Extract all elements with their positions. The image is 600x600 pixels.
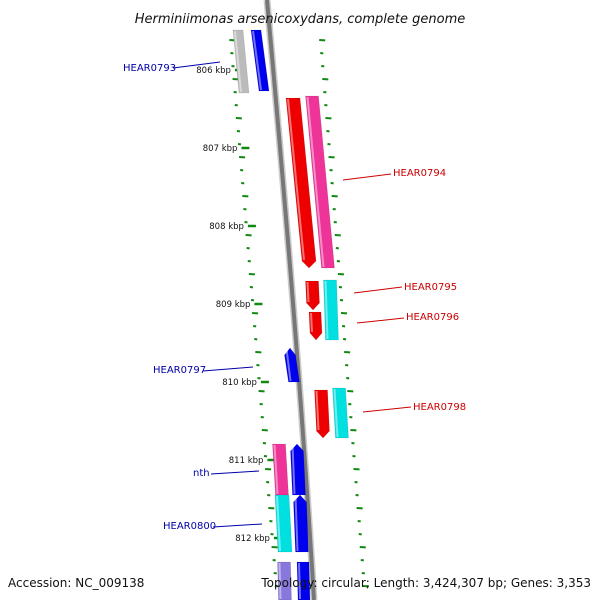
gene-cyan-feature	[274, 494, 293, 553]
gene-red-feature	[314, 389, 330, 439]
gene-blue-feature-highlight	[298, 562, 301, 600]
gene-cyan-feature	[332, 387, 349, 439]
gene-red-feature-highlight	[315, 390, 320, 431]
topology-text: Topology: circular; Length: 3,424,307 bp…	[260, 576, 591, 590]
gene-magenta-feature	[305, 95, 335, 269]
kbp-label: 812 kbp	[235, 534, 270, 544]
gene-magenta-feature-highlight	[306, 96, 325, 268]
gene-label-nth[interactable]: nth	[193, 468, 210, 479]
leader-line	[356, 317, 405, 324]
gene-red-feature-highlight	[287, 98, 305, 261]
gene-cyan-feature-highlight	[333, 388, 339, 438]
kbp-label: 808 kbp	[209, 222, 244, 232]
tick-marks	[229, 39, 369, 588]
gene-label-hear0795[interactable]: HEAR0795	[404, 282, 457, 293]
kbp-label: 807 kbp	[203, 144, 238, 154]
gene-magenta-feature-highlight	[273, 444, 279, 495]
genome-backbone	[263, 0, 318, 600]
gene-red-feature-highlight	[310, 312, 313, 333]
leader-line	[362, 406, 412, 413]
gene-blue-feature	[296, 561, 311, 600]
label-leader-lines	[172, 61, 412, 528]
gene-purple-feature	[277, 561, 292, 600]
gene-label-hear0793[interactable]: HEAR0793	[123, 63, 176, 74]
gene-red-feature-highlight	[306, 281, 310, 303]
labels: 806 kbp 807 kbp 808 kbp 809 kbp 810 kbp 811 k…	[123, 63, 466, 544]
kbp-label: 811 kbp	[229, 456, 264, 466]
gene-purple-feature-highlight	[278, 562, 282, 600]
gene-gray-feature-highlight	[234, 30, 242, 93]
gene-cyan-feature-highlight	[276, 495, 281, 552]
accession-text: Accession: NC_009138	[8, 576, 144, 590]
leader-line	[202, 366, 254, 372]
map-title: Herminiimonas arsenicoxydans, complete g…	[135, 12, 465, 27]
kbp-label: 809 kbp	[216, 300, 251, 310]
gene-blue-feature	[250, 29, 270, 92]
leader-line	[342, 173, 392, 181]
gene-red-feature	[285, 97, 317, 269]
kbp-label: 806 kbp	[196, 66, 231, 76]
kbp-label: 810 kbp	[222, 378, 257, 388]
gene-label-hear0798[interactable]: HEAR0798	[413, 402, 466, 413]
gene-label-hear0797[interactable]: HEAR0797	[153, 365, 206, 376]
gene-label-hear0794[interactable]: HEAR0794	[393, 168, 446, 179]
gene-label-hear0796[interactable]: HEAR0796	[406, 312, 459, 323]
gene-blue-feature-highlight	[285, 348, 292, 382]
backbone-line	[265, 0, 316, 600]
leader-line	[353, 286, 403, 294]
gene-blue-feature-highlight	[252, 30, 262, 91]
gene-blue-feature-highlight	[291, 444, 296, 495]
gene-blue-feature	[284, 347, 300, 383]
gene-blue-feature	[293, 494, 309, 553]
gene-red-feature	[308, 311, 323, 341]
gene-red-feature	[305, 280, 320, 311]
gene-label-hear0800[interactable]: HEAR0800	[163, 521, 216, 532]
gene-features	[232, 29, 349, 600]
gene-gray-feature	[232, 29, 250, 94]
leader-line	[172, 61, 221, 69]
gene-cyan-feature	[323, 279, 339, 341]
leader-line	[212, 523, 263, 528]
gene-blue-feature-highlight	[294, 495, 299, 552]
leader-line	[210, 470, 260, 475]
gene-blue-feature	[290, 443, 306, 496]
gene-cyan-feature-highlight	[324, 280, 329, 340]
